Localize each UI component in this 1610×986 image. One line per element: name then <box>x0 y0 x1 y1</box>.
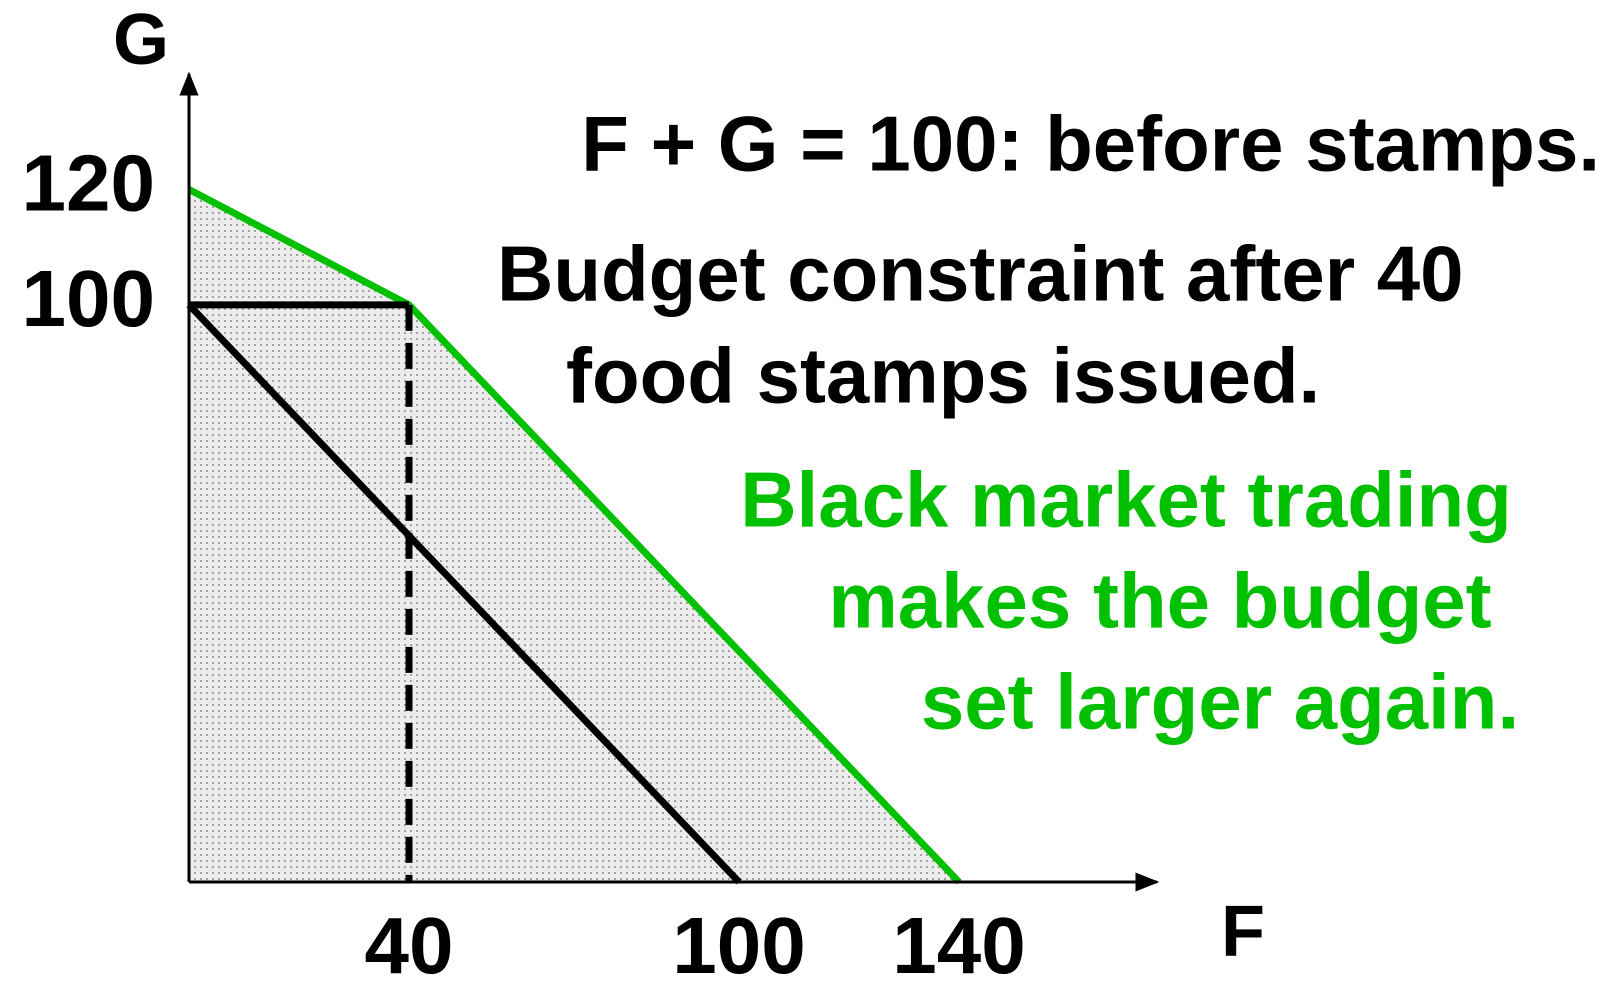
annotation: Black market trading <box>740 456 1512 544</box>
y-tick-label: 100 <box>22 254 155 343</box>
x-tick-label: 40 <box>365 901 454 986</box>
annotation: Budget constraint after 40 <box>497 230 1464 318</box>
x-tick-label: 140 <box>892 901 1025 986</box>
x-axis-label: F <box>1221 892 1265 972</box>
annotation: F + G = 100: before stamps. <box>581 100 1600 188</box>
annotation: set larger again. <box>921 658 1519 746</box>
budget-set-area <box>189 189 959 882</box>
y-axis-label: G <box>113 0 169 80</box>
x-tick-label: 100 <box>672 901 805 986</box>
y-tick-label: 120 <box>22 139 155 228</box>
annotation: food stamps issued. <box>566 332 1320 420</box>
annotation: makes the budget <box>828 557 1491 645</box>
budget-line <box>186 302 742 885</box>
